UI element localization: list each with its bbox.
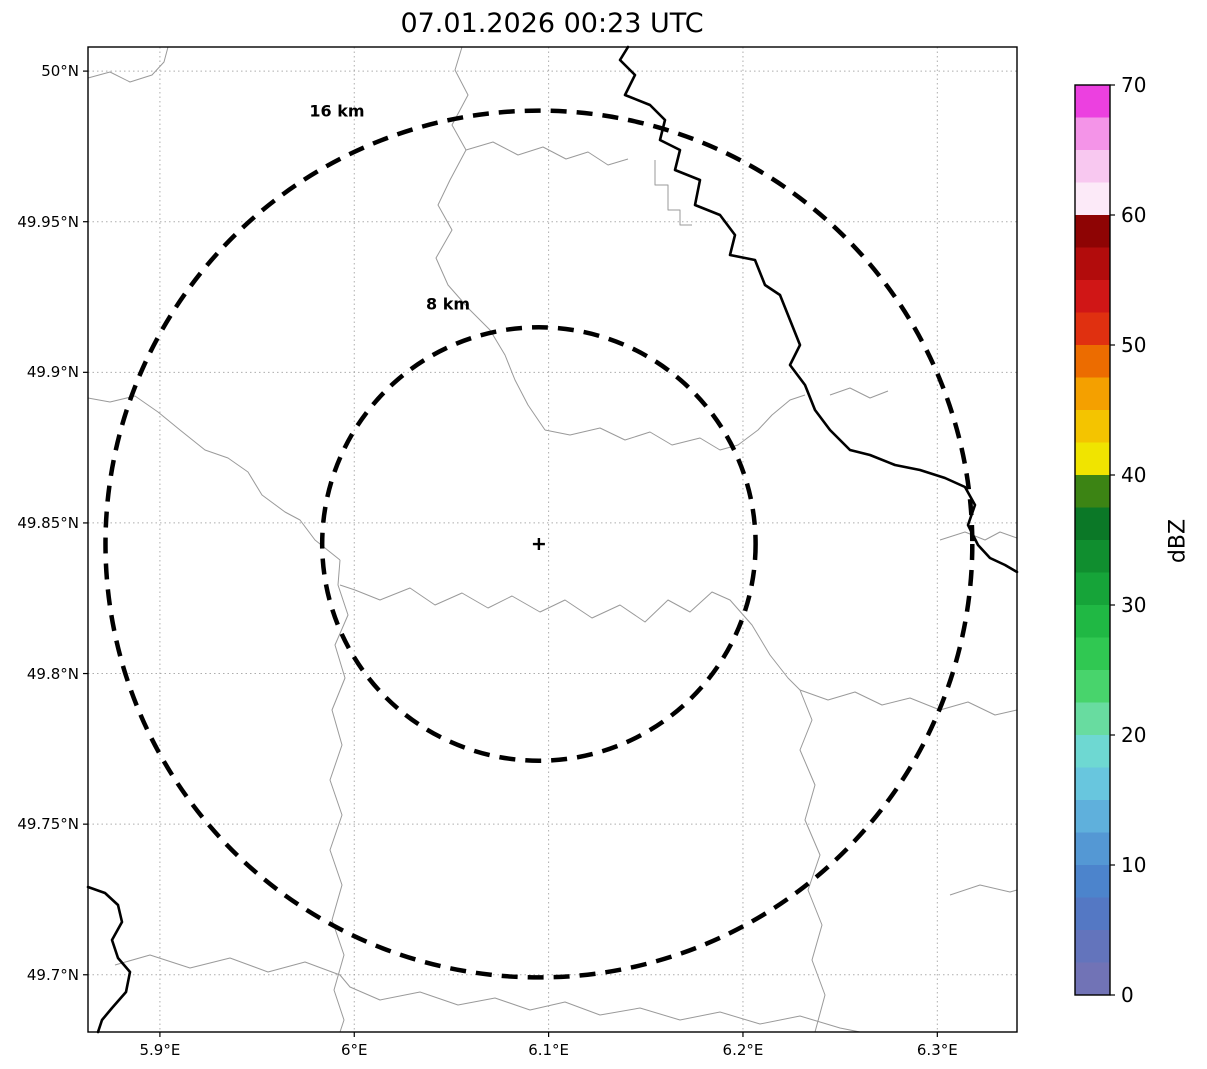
admin-borders-thin — [87, 46, 1018, 1033]
range-ring-8km-label: 8 km — [425, 294, 471, 314]
axis-tick-marks — [83, 70, 938, 1037]
plot-frame — [87, 46, 1018, 1033]
river-border-thick — [86, 45, 1019, 1034]
colorbar — [1074, 84, 1115, 996]
range-ring-16km — [103, 108, 975, 980]
figure-title: 07.01.2026 00:23 UTC — [400, 8, 704, 39]
radar-center-marker — [532, 538, 545, 551]
range-ring-8km — [319, 325, 758, 763]
gridlines — [88, 47, 1017, 1032]
colorbar-axis-label: dBZ — [1165, 518, 1191, 564]
range-ring-16km-label: 16 km — [309, 101, 365, 121]
